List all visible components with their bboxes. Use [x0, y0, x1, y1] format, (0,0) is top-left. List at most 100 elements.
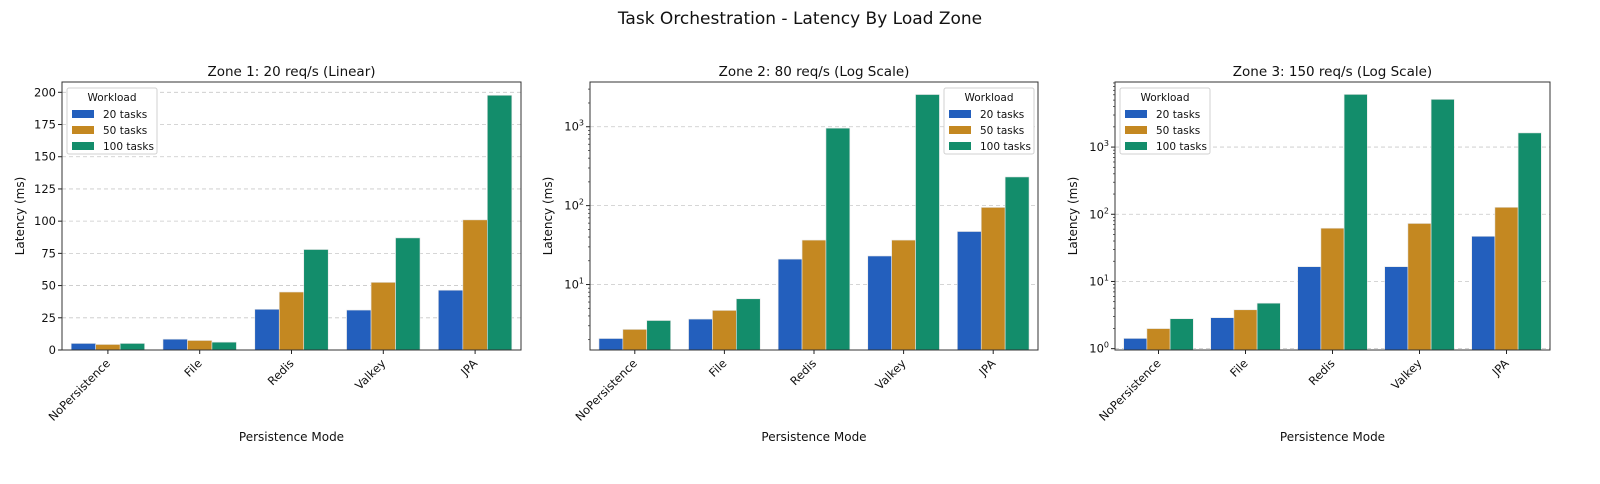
y-tick-base: 10: [1089, 342, 1104, 356]
bar-50-tasks-Redis: [278, 291, 305, 351]
bar-50-tasks-Redis: [1320, 227, 1345, 351]
x-axis-label: Persistence Mode: [1280, 430, 1385, 444]
y-tick-label: 175: [34, 118, 56, 132]
y-tick-exponent: 1: [579, 277, 584, 286]
x-tick-label: Redis: [265, 356, 297, 388]
legend-label: 20 tasks: [103, 109, 147, 121]
bar-50-tasks-NoPersistence: [1146, 328, 1171, 351]
bar-100-tasks-NoPersistence: [119, 343, 145, 351]
y-tick-exponent: 0: [1104, 341, 1109, 350]
bar-100-tasks-Valkey: [915, 94, 940, 351]
y-tick-base: 10: [1089, 274, 1104, 288]
panel-1: 0 25 50 75 100 125 150 175 200 NoPersistence File R…: [13, 64, 522, 444]
bar-20-tasks-JPA: [438, 289, 464, 351]
legend-label: 50 tasks: [980, 125, 1024, 137]
legend-title: Workload: [87, 92, 136, 104]
bar-20-tasks-Redis: [1297, 266, 1322, 351]
y-axis-label: Latency (ms): [13, 177, 27, 256]
legend-label: 100 tasks: [103, 141, 154, 153]
bar-20-tasks-File: [688, 318, 713, 351]
x-axis-label: Persistence Mode: [761, 430, 866, 444]
bar-50-tasks-File: [712, 310, 737, 351]
bar-100-tasks-NoPersistence: [646, 320, 671, 351]
legend-label: 50 tasks: [103, 125, 147, 137]
bar-50-tasks-NoPersistence: [95, 344, 121, 351]
y-axis-label: Latency (ms): [1066, 177, 1080, 256]
legend-title: Workload: [964, 92, 1013, 104]
bar-20-tasks-JPA: [957, 231, 982, 351]
bar-50-tasks-Valkey: [891, 239, 916, 351]
y-tick-exponent: 1: [1104, 273, 1109, 282]
y-tick-base: 10: [1089, 207, 1104, 221]
bar-100-tasks-Redis: [825, 127, 851, 351]
legend-swatch: [1125, 126, 1147, 134]
y-tick-base: 10: [564, 120, 579, 134]
y-tick-label: 102: [564, 198, 584, 213]
bar-100-tasks-Valkey: [1430, 99, 1455, 351]
y-tick-base: 10: [1089, 140, 1104, 154]
bar-50-tasks-JPA: [462, 219, 488, 351]
x-tick-label: JPA: [457, 356, 480, 379]
bar-20-tasks-Valkey: [867, 255, 892, 351]
bar-20-tasks-NoPersistence: [598, 338, 624, 351]
legend-swatch: [1125, 142, 1147, 150]
y-tick-exponent: 2: [579, 198, 584, 207]
legend-label: 100 tasks: [1156, 141, 1207, 153]
legend-swatch: [72, 110, 94, 118]
bar-100-tasks-File: [736, 298, 761, 351]
x-axis-label: Persistence Mode: [239, 430, 344, 444]
bar-20-tasks-File: [162, 338, 188, 351]
y-tick-label: 150: [34, 150, 56, 164]
y-tick-label: 100: [34, 214, 56, 228]
y-axis-label: Latency (ms): [541, 177, 555, 256]
bar-50-tasks-NoPersistence: [622, 329, 648, 351]
x-tick-label: File: [706, 356, 730, 380]
bar-100-tasks-JPA: [1004, 176, 1030, 351]
legend-label: 50 tasks: [1156, 125, 1200, 137]
figure-title: Task Orchestration - Latency By Load Zon…: [617, 9, 982, 29]
y-tick-label: 101: [564, 277, 584, 292]
bar-50-tasks-Redis: [801, 239, 827, 351]
panel-title: Zone 2: 80 req/s (Log Scale): [719, 64, 910, 80]
bar-20-tasks-Redis: [777, 258, 803, 351]
y-tick-label: 103: [1089, 139, 1109, 154]
y-tick-exponent: 2: [1104, 206, 1109, 215]
y-tick-label: 102: [1089, 206, 1109, 221]
y-tick-exponent: 3: [1104, 139, 1109, 148]
bar-100-tasks-Redis: [303, 249, 329, 351]
bar-100-tasks-Redis: [1343, 94, 1368, 351]
legend: Workload 20 tasks 50 tasks 100 tasks: [66, 87, 158, 155]
panel-title: Zone 1: 20 req/s (Linear): [207, 64, 375, 80]
y-tick-label: 101: [1089, 273, 1109, 288]
legend-title: Workload: [1140, 92, 1189, 104]
bar-100-tasks-File: [1256, 302, 1281, 351]
y-tick-label: 125: [34, 182, 56, 196]
y-tick-label: 103: [564, 119, 584, 134]
bar-100-tasks-File: [211, 341, 237, 351]
x-tick-label: File: [1227, 356, 1251, 380]
bar-100-tasks-NoPersistence: [1169, 318, 1194, 351]
x-tick-label: Valkey: [872, 356, 908, 392]
y-tick-exponent: 3: [579, 119, 584, 128]
legend-box: [1119, 87, 1211, 155]
bar-20-tasks-Valkey: [346, 309, 372, 351]
x-tick-label: NoPersistence: [1096, 356, 1163, 423]
bar-20-tasks-File: [1210, 317, 1235, 351]
bar-20-tasks-NoPersistence: [1123, 338, 1148, 351]
x-tick-label: File: [181, 356, 205, 380]
y-tick-label: 75: [41, 246, 56, 260]
legend-swatch: [949, 110, 971, 118]
y-tick-label: 50: [41, 279, 56, 293]
bar-100-tasks-JPA: [487, 94, 513, 351]
bar-50-tasks-File: [1233, 309, 1258, 351]
bar-50-tasks-Valkey: [370, 282, 396, 351]
bar-50-tasks-File: [187, 340, 213, 351]
y-tick-label: 200: [34, 85, 56, 99]
y-tick-label: 100: [1089, 341, 1109, 356]
x-tick-label: JPA: [975, 356, 998, 379]
legend-label: 20 tasks: [980, 109, 1024, 121]
legend: Workload 20 tasks 50 tasks 100 tasks: [943, 87, 1035, 155]
y-tick-base: 10: [564, 199, 579, 213]
panel-title: Zone 3: 150 req/s (Log Scale): [1233, 64, 1432, 80]
bar-20-tasks-JPA: [1471, 236, 1496, 351]
